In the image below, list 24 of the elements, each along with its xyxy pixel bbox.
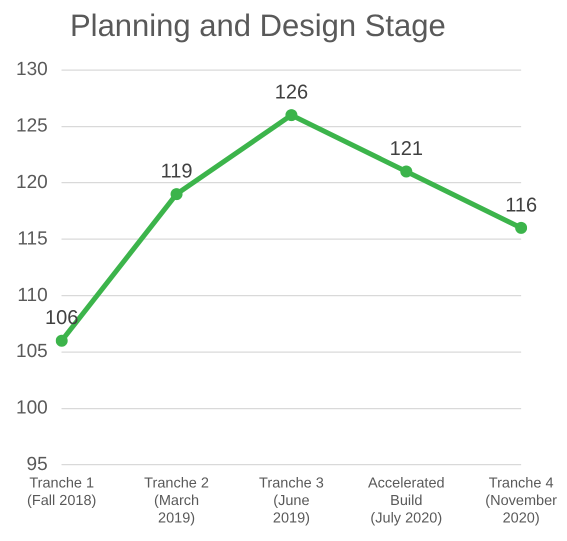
y-tick-label: 120 <box>16 172 48 194</box>
point <box>515 222 528 234</box>
y-tick-label: 100 <box>16 398 48 419</box>
point <box>285 109 298 122</box>
y-tick-label: 110 <box>17 284 48 306</box>
y-tick-label: 105 <box>16 341 48 362</box>
data-label: 121 <box>390 138 423 160</box>
x-tick-label: Accelerated Build (July 2020) <box>368 476 445 526</box>
data-label: 119 <box>160 160 193 183</box>
y-tick-label: 115 <box>17 228 48 250</box>
point <box>170 188 183 200</box>
x-tick-label: Tranche 4 (November 2020) <box>485 476 558 526</box>
y-tick-label: 125 <box>16 116 48 137</box>
x-tick-label: Tranche 1 (Fall 2018) <box>27 476 96 509</box>
point <box>400 166 412 178</box>
data-label: 116 <box>505 194 538 216</box>
data-label: 126 <box>274 82 308 104</box>
chart-title: Planning and Design Stage <box>70 8 446 44</box>
point <box>56 334 68 347</box>
data-label: 106 <box>45 307 78 330</box>
y-tick-label: 95 <box>26 454 48 476</box>
x-tick-label: Tranche 3 (June 2019) <box>259 476 324 526</box>
x-tick-label: Tranche 2 (March 2019) <box>144 476 209 526</box>
y-tick-label: 130 <box>16 59 48 80</box>
